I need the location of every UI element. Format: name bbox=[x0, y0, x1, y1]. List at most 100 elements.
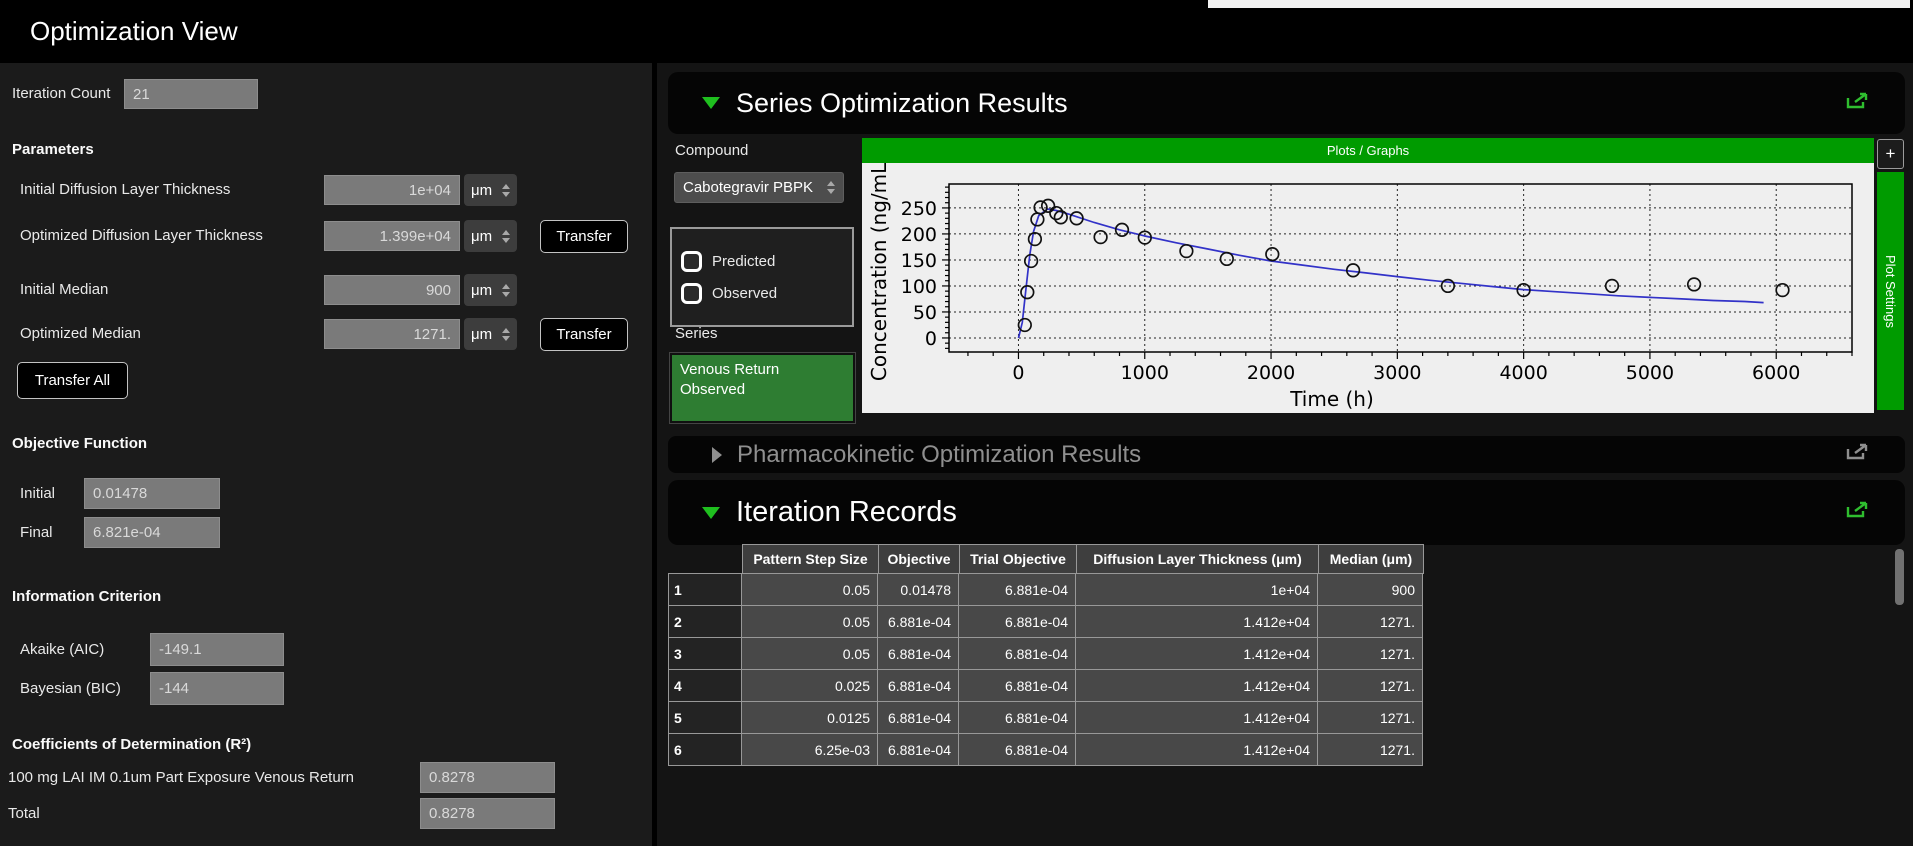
iteration-records-table: Pattern Step Size Objective Trial Objectiv… bbox=[668, 544, 1424, 766]
table-cell: 1.412e+04 bbox=[1075, 701, 1318, 734]
svg-text:Concentration (ng/mL): Concentration (ng/mL) bbox=[867, 163, 891, 381]
popout-icon[interactable] bbox=[1844, 500, 1870, 525]
table-cell: 6.881e-04 bbox=[877, 637, 959, 670]
information-criterion-heading: Information Criterion bbox=[12, 588, 162, 605]
observed-point bbox=[1017, 317, 1032, 333]
add-plot-button[interactable]: + bbox=[1877, 139, 1904, 169]
row-number: 5 bbox=[668, 701, 742, 734]
pharmacokinetic-results-header[interactable]: Pharmacokinetic Optimization Results bbox=[668, 436, 1905, 473]
table-cell: 1271. bbox=[1317, 701, 1423, 734]
collapse-arrow-icon[interactable] bbox=[702, 97, 720, 109]
unit-spinner-initial-median[interactable]: μm bbox=[464, 274, 517, 306]
vertical-scrollbar-thumb[interactable] bbox=[1895, 549, 1904, 605]
iteration-records-header[interactable]: Iteration Records bbox=[668, 480, 1905, 545]
table-cell: 0.01478 bbox=[877, 573, 959, 606]
row-number: 3 bbox=[668, 637, 742, 670]
transfer-median-button[interactable]: Transfer bbox=[540, 318, 628, 351]
spinner-arrows-icon[interactable] bbox=[502, 327, 510, 341]
concentration-time-chart[interactable]: 0 1000 2000 3000 4000 5000 6000 0 50 100 150 200 250… bbox=[862, 155, 1874, 413]
observed-point bbox=[1775, 282, 1790, 298]
param-input-initial-median[interactable] bbox=[324, 275, 460, 305]
series-selected-item[interactable]: Venous Return Observed bbox=[672, 355, 853, 421]
popout-icon[interactable] bbox=[1844, 91, 1870, 116]
table-cell: 6.881e-04 bbox=[958, 669, 1076, 702]
column-header[interactable]: Trial Objective bbox=[959, 544, 1077, 574]
observed-point bbox=[1265, 247, 1280, 262]
unit-spinner-initial-dlt[interactable]: μm bbox=[464, 174, 517, 206]
param-label-initial-dlt: Initial Diffusion Layer Thickness bbox=[20, 181, 231, 198]
objective-initial-input[interactable] bbox=[84, 478, 220, 509]
series-item-line1: Venous Return bbox=[680, 361, 780, 378]
observed-point bbox=[1516, 282, 1531, 298]
table-cell: 6.881e-04 bbox=[958, 733, 1076, 766]
svg-text:4000: 4000 bbox=[1499, 362, 1547, 384]
column-header[interactable]: Median (μm) bbox=[1318, 544, 1424, 574]
compound-dropdown[interactable]: Cabotegravir PBPK bbox=[674, 172, 844, 203]
iteration-count-input[interactable] bbox=[124, 79, 258, 109]
unit-spinner-optimized-dlt[interactable]: μm bbox=[464, 220, 517, 252]
bic-input[interactable] bbox=[150, 672, 284, 705]
panel-divider[interactable] bbox=[652, 63, 657, 846]
table-row[interactable]: 5 0.0125 6.881e-04 6.881e-04 1.412e+04 1271. bbox=[668, 701, 1424, 734]
transfer-all-button[interactable]: Transfer All bbox=[17, 362, 128, 399]
table-cell: 1.412e+04 bbox=[1075, 605, 1318, 638]
collapse-arrow-icon[interactable] bbox=[702, 506, 720, 519]
table-cell: 0.05 bbox=[741, 573, 878, 606]
unit-label: μm bbox=[471, 181, 493, 199]
svg-text:50: 50 bbox=[913, 302, 937, 324]
spinner-arrows-icon[interactable] bbox=[502, 183, 510, 197]
column-header[interactable]: Diffusion Layer Thickness (μm) bbox=[1076, 544, 1319, 574]
table-cell: 6.881e-04 bbox=[958, 701, 1076, 734]
param-label-initial-median: Initial Median bbox=[20, 281, 109, 298]
predicted-checkbox-row[interactable]: Predicted bbox=[681, 251, 775, 272]
transfer-dlt-button[interactable]: Transfer bbox=[540, 220, 628, 253]
objective-final-input[interactable] bbox=[84, 517, 220, 548]
left-settings-panel: Iteration Count Parameters Initial Diffu… bbox=[0, 63, 652, 846]
r2-total-input[interactable] bbox=[420, 798, 555, 829]
table-cell: 1271. bbox=[1317, 637, 1423, 670]
observed-checkbox-row[interactable]: Observed bbox=[681, 283, 777, 304]
column-header[interactable]: Pattern Step Size bbox=[742, 544, 879, 574]
svg-text:1000: 1000 bbox=[1121, 362, 1169, 384]
title-bar bbox=[0, 0, 1913, 63]
table-cell: 0.0125 bbox=[741, 701, 878, 734]
table-row[interactable]: 4 0.025 6.881e-04 6.881e-04 1.412e+04 1271. bbox=[668, 669, 1424, 702]
row-number: 1 bbox=[668, 573, 742, 606]
svg-text:6000: 6000 bbox=[1752, 362, 1800, 384]
unit-spinner-optimized-median[interactable]: μm bbox=[464, 318, 517, 350]
plot-settings-tab[interactable]: Plot Settings bbox=[1877, 172, 1904, 410]
parameters-heading: Parameters bbox=[12, 141, 94, 158]
observed-point bbox=[1345, 263, 1361, 278]
plot-panel: Plots / Graphs 0 1000 2000 3000 4000 5000 6000… bbox=[862, 138, 1874, 413]
aic-input[interactable] bbox=[150, 633, 284, 666]
table-cell: 1.412e+04 bbox=[1075, 637, 1318, 670]
observed-point bbox=[1093, 229, 1108, 245]
param-input-initial-dlt[interactable] bbox=[324, 175, 460, 205]
param-input-optimized-median[interactable] bbox=[324, 319, 460, 349]
observed-checkbox[interactable] bbox=[681, 283, 702, 304]
observed-point bbox=[1219, 251, 1234, 267]
predicted-checkbox[interactable] bbox=[681, 251, 702, 272]
objective-initial-label: Initial bbox=[20, 485, 56, 502]
param-label-optimized-median: Optimized Median bbox=[20, 325, 141, 342]
table-cell: 0.025 bbox=[741, 669, 878, 702]
table-cell: 6.881e-04 bbox=[958, 573, 1076, 606]
observed-point bbox=[1040, 198, 1056, 213]
table-row[interactable]: 3 0.05 6.881e-04 6.881e-04 1.412e+04 1271. bbox=[668, 637, 1424, 670]
series-optimization-results-header[interactable]: Series Optimization Results bbox=[668, 72, 1905, 134]
series-listbox[interactable]: Venous Return Observed bbox=[669, 352, 856, 424]
param-input-optimized-dlt[interactable] bbox=[324, 221, 460, 251]
spinner-arrows-icon[interactable] bbox=[502, 283, 510, 297]
table-cell: 1271. bbox=[1317, 733, 1423, 766]
column-header[interactable]: Objective bbox=[878, 544, 960, 574]
table-row[interactable]: 1 0.05 0.01478 6.881e-04 1e+04 900 bbox=[668, 573, 1424, 606]
r2-series-input[interactable] bbox=[420, 762, 555, 793]
expand-arrow-icon[interactable] bbox=[712, 446, 722, 463]
table-row[interactable]: 2 0.05 6.881e-04 6.881e-04 1.412e+04 1271. bbox=[668, 605, 1424, 638]
observed-point bbox=[1033, 200, 1048, 215]
spinner-arrows-icon[interactable] bbox=[502, 229, 510, 243]
row-number: 2 bbox=[668, 605, 742, 638]
svg-text:250: 250 bbox=[901, 198, 937, 220]
table-row[interactable]: 6 6.25e-03 6.881e-04 6.881e-04 1.412e+04 1271… bbox=[668, 733, 1424, 766]
